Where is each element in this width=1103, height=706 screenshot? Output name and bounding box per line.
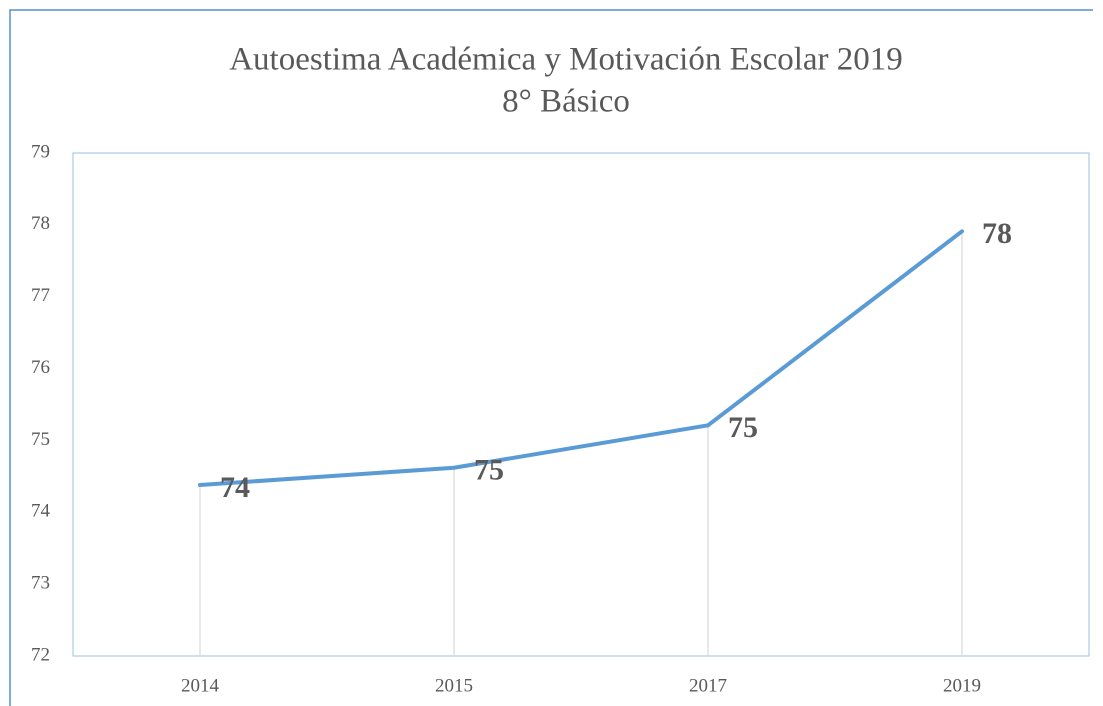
y-tick-label: 77 xyxy=(31,285,50,306)
y-tick-label: 72 xyxy=(31,644,50,665)
data-label: 75 xyxy=(474,454,504,487)
y-tick-label: 78 xyxy=(31,213,50,234)
data-label: 75 xyxy=(728,411,758,444)
series-line xyxy=(198,229,964,487)
x-tick-label: 2017 xyxy=(689,675,727,696)
y-tick-label: 76 xyxy=(31,357,50,378)
x-tick-label: 2014 xyxy=(181,675,220,696)
y-tick-label: 75 xyxy=(31,429,50,450)
x-tick-label: 2019 xyxy=(943,675,981,696)
plot-area xyxy=(72,152,1090,657)
y-tick-label: 73 xyxy=(31,573,50,594)
y-tick-label: 74 xyxy=(31,501,51,522)
chart-title: Autoestima Académica y Motivación Escola… xyxy=(229,42,903,78)
frame xyxy=(9,9,1093,706)
y-tick-label: 79 xyxy=(31,141,50,162)
data-label: 74 xyxy=(220,471,250,504)
data-label: 78 xyxy=(982,217,1012,250)
chart-subtitle: 8° Básico xyxy=(502,84,630,120)
x-tick-label: 2015 xyxy=(435,675,473,696)
